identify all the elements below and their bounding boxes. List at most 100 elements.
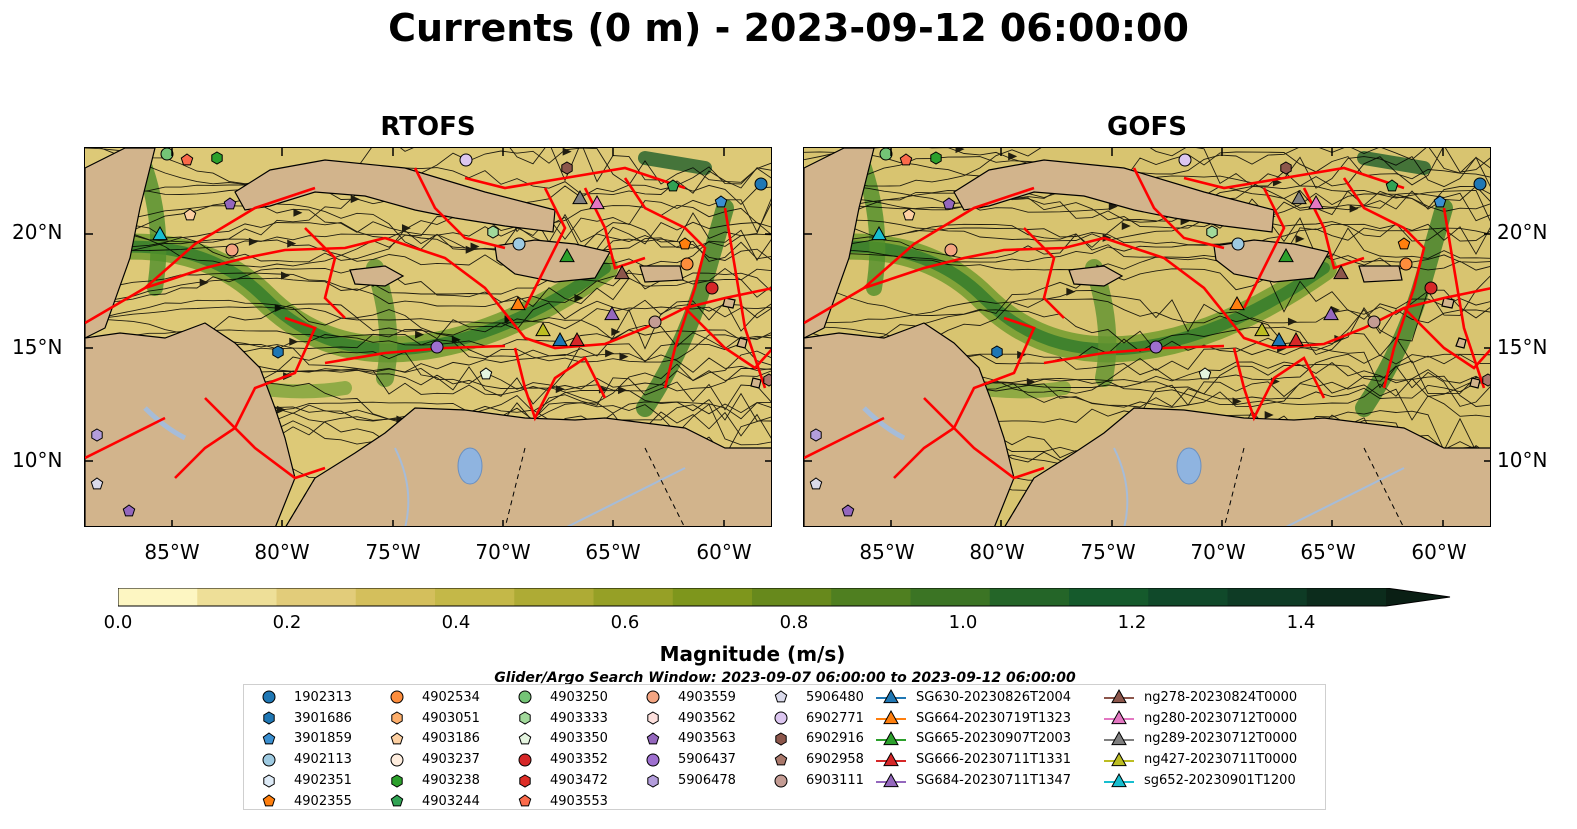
float-marker: [561, 161, 573, 175]
current-map-svg: [85, 148, 771, 526]
legend-label: 4903472: [550, 773, 608, 789]
float-marker: [714, 195, 728, 208]
legend-triangle: [1111, 772, 1127, 787]
triangle-line-marker-icon: [1104, 730, 1134, 746]
legend-item: SG684-20230711T1347: [874, 770, 1071, 791]
streamline: [85, 199, 771, 251]
float-marker: [589, 194, 605, 210]
streamline-arrow: [1295, 234, 1305, 243]
pentagon-marker-icon: [518, 794, 532, 807]
current-jet: [856, 160, 886, 296]
circle-marker-icon: [262, 753, 276, 767]
float-marker: [569, 331, 585, 347]
lon-label-75w-rtofs: 75°W: [365, 540, 421, 564]
float-marker: [991, 345, 1003, 359]
land-polygon: [639, 265, 684, 283]
land-polygon: [953, 159, 1275, 233]
float-marker: [810, 428, 822, 442]
route-line: [1132, 167, 1225, 250]
legend-marker: [263, 774, 275, 788]
legend-column: 4903250 4903333 4903350 4903352 4903472 49035…: [508, 687, 608, 812]
float-marker: [1308, 194, 1324, 210]
land-polygon: [85, 148, 156, 339]
gofs-map[interactable]: [803, 147, 1491, 527]
legend-item: 5906437: [636, 749, 736, 770]
legend-label: 4903186: [422, 731, 480, 747]
legend-column: 4902534 4903051 4903186 4903237 4903238 49032…: [380, 687, 480, 812]
legend-triangle: [1111, 689, 1127, 704]
colorbar-segment: [831, 588, 911, 606]
colorbar-tick-2: 0.4: [441, 612, 471, 633]
colorbar-segment: [514, 588, 594, 606]
legend-item: 4903238: [380, 770, 480, 791]
float-marker: [1288, 331, 1304, 347]
streamline: [85, 277, 771, 308]
legend-label: 5906437: [678, 752, 736, 768]
legend-marker: [646, 732, 660, 745]
float-marker: [1278, 247, 1294, 263]
streamline: [85, 221, 771, 251]
float-marker: [1367, 315, 1381, 329]
route-line: [85, 416, 166, 460]
legend: 1902313 3901686 3901859 4902113 4902351 49023…: [243, 684, 1326, 810]
pentagon-marker-icon: [262, 732, 276, 745]
land-polygon: [804, 148, 875, 339]
float-marker: [1385, 179, 1399, 192]
legend-column: SG630-20230826T2004 SG664-20230719T1323 SG…: [874, 687, 1071, 791]
legend-label: 4902113: [294, 752, 352, 768]
land-polygon: [1441, 297, 1455, 309]
colorbar-segment: [910, 588, 991, 606]
legend-label: 4903250: [550, 689, 608, 705]
float-marker: [479, 367, 493, 380]
hexagon-marker-icon: [519, 711, 531, 725]
land-polygon: [1358, 265, 1403, 283]
streamline-arrow: [451, 335, 461, 344]
lon-label-75w-gofs: 75°W: [1080, 540, 1136, 564]
colorbar-tick-7: 1.4: [1286, 612, 1316, 633]
lon-label-80w-gofs: 80°W: [969, 540, 1025, 564]
legend-item: SG664-20230719T1323: [874, 708, 1071, 729]
land-polygon: [1068, 265, 1124, 287]
legend-triangle: [883, 710, 899, 725]
colorbar-segment: [435, 588, 515, 606]
land-polygon: [722, 297, 736, 309]
current-jet: [1355, 199, 1453, 417]
legend-label: 4902355: [294, 793, 352, 809]
legend-item: 4903250: [508, 687, 608, 708]
legend-label: 4903237: [422, 752, 480, 768]
legend-label: 4902351: [294, 773, 352, 789]
float-marker: [183, 208, 197, 221]
colorbar-extend-arrow: [1386, 588, 1450, 606]
route-line: [804, 416, 885, 460]
triangle-line-marker-icon: [876, 751, 906, 766]
land-polygon: [750, 377, 762, 389]
streamline-arrow: [1264, 411, 1274, 420]
route-line: [893, 316, 1036, 479]
float-marker: [1473, 177, 1487, 191]
legend-item: 6902771: [764, 708, 864, 729]
rtofs-map[interactable]: [84, 147, 772, 527]
circle-marker-icon: [774, 774, 788, 788]
colorbar-segment: [276, 588, 357, 606]
float-marker: [763, 373, 771, 387]
float-marker: [160, 148, 174, 161]
triangle-line-marker-icon: [1104, 751, 1134, 766]
float-marker: [459, 153, 473, 167]
float-marker: [1198, 367, 1212, 380]
legend-item: 5906478: [636, 770, 736, 791]
country-borders: [1004, 447, 1404, 526]
legend-item: 6902958: [764, 749, 864, 770]
land-polygon: [234, 159, 556, 233]
streamline: [804, 148, 1490, 187]
triangle-line-marker-icon: [876, 689, 906, 704]
route-line: [513, 347, 607, 422]
legend-label: 4903563: [678, 731, 736, 747]
legend-item: 4903244: [380, 791, 480, 812]
float-marker: [512, 237, 526, 251]
circle-marker-icon: [518, 753, 532, 767]
route-line: [174, 316, 317, 479]
streamline: [804, 148, 1490, 175]
legend-triangle: [883, 772, 899, 787]
streamline: [804, 151, 1490, 184]
float-marker: [1433, 195, 1447, 208]
